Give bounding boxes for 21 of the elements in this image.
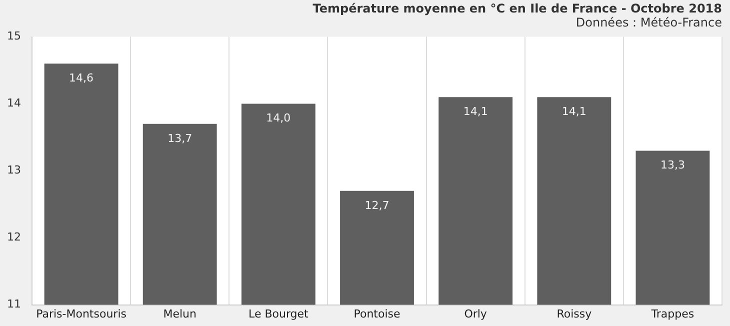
x-tick-label: Trappes — [650, 307, 694, 320]
y-tick-label: 12 — [6, 230, 21, 244]
chart-title: Température moyenne en °C en Ile de France - Octobre 2018 — [312, 1, 722, 16]
chart-subtitle: Données : Météo-France — [576, 16, 722, 30]
data-label: 13,7 — [168, 132, 192, 145]
x-tick-label: Le Bourget — [248, 307, 310, 320]
y-tick-label: 13 — [6, 164, 21, 177]
data-label: 12,7 — [364, 198, 390, 212]
x-tick-label: Melun — [163, 307, 197, 320]
x-tick-label: Pontoise — [354, 307, 400, 320]
x-tick-label: Paris-Montsouris — [36, 307, 127, 320]
y-tick-label: 15 — [6, 30, 21, 43]
x-tick-label: Orly — [464, 307, 488, 320]
data-label: 14,1 — [562, 104, 586, 118]
data-label: 14,6 — [69, 71, 94, 84]
data-label: 14,1 — [463, 104, 488, 118]
data-label: 14,0 — [266, 112, 291, 125]
y-tick-label: 11 — [6, 298, 21, 311]
data-label: 13,3 — [660, 158, 685, 172]
y-tick-label: 14 — [6, 96, 21, 110]
x-tick-label: Roissy — [556, 307, 592, 320]
